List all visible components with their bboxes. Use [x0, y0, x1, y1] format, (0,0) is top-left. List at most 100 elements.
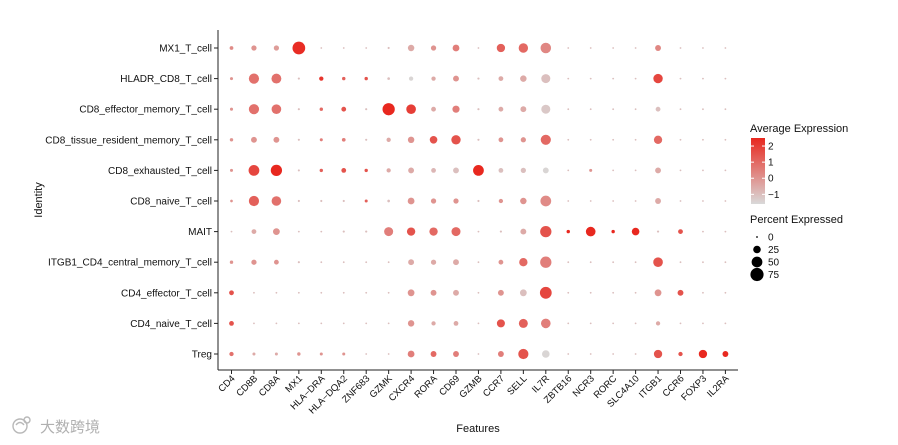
dot-HLADR_CD8_T_cell-CCR6 [679, 77, 682, 80]
dot-HLADR_CD8_T_cell-GZMB [477, 77, 480, 80]
dot-CD8_naive_T_cell-CD8B [248, 195, 260, 207]
dot-CD8_tissue_resident_memory_T_cell-CCR6 [679, 138, 682, 141]
dot-Treg-HLA−DQA2 [342, 352, 346, 356]
dot-MX1_T_cell-GZMB [477, 47, 480, 49]
dot-CD8_effector_memory_T_cell-CD8A [271, 104, 282, 115]
dot-CD8_naive_T_cell-IL2RA [724, 200, 727, 202]
dot-MAIT-CD4 [230, 230, 233, 233]
dot-ITGB1_CD4_central_memory_T_cell-SLC4A10 [634, 261, 637, 264]
dot-CD4_naive_T_cell-IL2RA [724, 322, 727, 325]
dot-CD8_naive_T_cell-NCR3 [589, 200, 592, 202]
dot-CD4_naive_T_cell-CD4 [229, 321, 234, 326]
y-tick-label: MX1_T_cell [159, 44, 212, 55]
dot-CD4_naive_T_cell-NCR3 [589, 322, 592, 325]
dot-CD4_effector_T_cell-IL7R [539, 286, 552, 299]
y-tick-label: Treg [192, 350, 212, 361]
dot-CD8_exhausted_T_cell-MX1 [297, 169, 300, 172]
dot-CD8_tissue_resident_memory_T_cell-HLA−DQA2 [341, 137, 346, 142]
dot-CD4_naive_T_cell-MX1 [297, 322, 300, 325]
dot-ITGB1_CD4_central_memory_T_cell-HLA−DQA2 [342, 261, 345, 264]
x-tick-label: CCR7 [481, 373, 507, 399]
dot-MX1_T_cell-CCR6 [679, 47, 682, 49]
dot-MX1_T_cell-GZMK [387, 46, 390, 50]
dot-ITGB1_CD4_central_memory_T_cell-RORA [430, 259, 437, 265]
dot-CD4_effector_T_cell-IL2RA [724, 291, 727, 294]
dot-HLADR_CD8_T_cell-HLA−DRA [319, 76, 324, 81]
dot-CD8_effector_memory_T_cell-CCR6 [679, 108, 682, 111]
dot-ITGB1_CD4_central_memory_T_cell-GZMK [387, 261, 390, 264]
dot-CD8_effector_memory_T_cell-HLA−DRA [319, 107, 323, 111]
dot-ITGB1_CD4_central_memory_T_cell-CD8B [251, 259, 257, 265]
y-tick-label: ITGB1_CD4_central_memory_T_cell [48, 258, 212, 269]
dot-HLADR_CD8_T_cell-NCR3 [589, 77, 592, 80]
dot-CD4_naive_T_cell-CD69 [453, 321, 459, 326]
dot-HLADR_CD8_T_cell-ZBTB16 [567, 77, 570, 80]
dot-Treg-HLA−DRA [319, 352, 323, 356]
dot-CD8_effector_memory_T_cell-SLC4A10 [634, 108, 637, 111]
dot-CD4_naive_T_cell-GZMK [387, 322, 390, 325]
dot-CD8_exhausted_T_cell-CD4 [229, 168, 234, 172]
dot-Treg-SLC4A10 [634, 353, 637, 355]
dot-MX1_T_cell-MX1 [292, 41, 306, 55]
dot-CD8_tissue_resident_memory_T_cell-IL7R [540, 134, 551, 145]
dot-ITGB1_CD4_central_memory_T_cell-IL7R [540, 256, 552, 268]
dot-Treg-MX1 [297, 352, 301, 356]
dot-CD8_tissue_resident_memory_T_cell-NCR3 [589, 138, 592, 141]
dot-Treg-GZMB [477, 353, 480, 355]
x-tick-label: SELL [505, 373, 529, 397]
dot-CD8_tissue_resident_memory_T_cell-CD4 [229, 138, 234, 142]
dot-CD8_tissue_resident_memory_T_cell-HLA−DRA [319, 138, 323, 142]
dot-ITGB1_CD4_central_memory_T_cell-CCR7 [498, 259, 504, 265]
dot-CD8_naive_T_cell-CD8A [271, 196, 282, 206]
dot-CD8_tissue_resident_memory_T_cell-CD8B [251, 136, 257, 143]
dot-Treg-GZMK [387, 353, 390, 355]
dot-ITGB1_CD4_central_memory_T_cell-NCR3 [589, 261, 592, 264]
dot-CD8_effector_memory_T_cell-ZNF683 [365, 108, 368, 111]
dot-CD8_naive_T_cell-ITGB1 [655, 198, 661, 204]
dot-CD4_naive_T_cell-ITGB1 [655, 321, 661, 326]
dot-HLADR_CD8_T_cell-SLC4A10 [634, 77, 637, 80]
dot-HLADR_CD8_T_cell-FOXP3 [702, 77, 704, 80]
x-tick-label: ITGB1 [637, 373, 664, 400]
dot-CD4_effector_T_cell-GZMB [477, 291, 480, 294]
size-legend-tick-label: 50 [768, 258, 780, 269]
dot-HLADR_CD8_T_cell-ITGB1 [653, 73, 663, 84]
dot-CD8_exhausted_T_cell-CD8B [248, 165, 260, 176]
dot-CD4_naive_T_cell-ZBTB16 [567, 322, 570, 325]
dot-MX1_T_cell-HLA−DQA2 [342, 47, 345, 49]
color-legend: Average Expression 2 1 0 −1 [750, 123, 848, 204]
dot-Treg-IL7R [542, 350, 550, 358]
dot-CD8_exhausted_T_cell-ZNF683 [364, 168, 368, 173]
dot-CD8_tissue_resident_memory_T_cell-ZBTB16 [567, 138, 570, 141]
dot-CD8_naive_T_cell-HLA−DQA2 [342, 199, 345, 203]
dot-HLADR_CD8_T_cell-CCR7 [498, 76, 504, 81]
y-tick-label: CD4_naive_T_cell [130, 319, 212, 330]
dot-CD8_effector_memory_T_cell-IL2RA [724, 108, 727, 111]
dot-Treg-CD69 [453, 351, 459, 357]
dot-CD8_tissue_resident_memory_T_cell-IL2RA [724, 138, 727, 141]
dot-CD4_effector_T_cell-NCR3 [589, 291, 592, 294]
dot-CD8_naive_T_cell-RORC [612, 200, 615, 202]
dot-CD8_exhausted_T_cell-RORA [431, 168, 436, 173]
dot-CD8_effector_memory_T_cell-CD8B [248, 104, 260, 115]
dot-CD8_naive_T_cell-ZNF683 [364, 199, 368, 203]
size-legend-tick-label: 75 [768, 270, 780, 281]
dot-CD8_effector_memory_T_cell-ITGB1 [655, 106, 661, 112]
dot-MX1_T_cell-RORC [612, 47, 615, 49]
dot-CD8_effector_memory_T_cell-MX1 [297, 108, 300, 111]
dot-CD8_naive_T_cell-RORA [430, 198, 437, 204]
dot-HLADR_CD8_T_cell-IL7R [541, 74, 551, 84]
dot-ITGB1_CD4_central_memory_T_cell-CD69 [453, 259, 459, 266]
dot-MX1_T_cell-CD69 [452, 44, 460, 52]
dot-CD8_naive_T_cell-GZMB [477, 199, 480, 203]
dot-MX1_T_cell-FOXP3 [702, 47, 704, 49]
dot-CD8_exhausted_T_cell-GZMK [386, 168, 391, 173]
color-legend-tick-label: −1 [768, 190, 780, 201]
dot-CD4_effector_T_cell-ZNF683 [365, 291, 368, 294]
dot-CD8_exhausted_T_cell-NCR3 [589, 168, 593, 172]
dot-CD8_tissue_resident_memory_T_cell-ZNF683 [365, 138, 368, 141]
y-axis-tick-labels: MX1_T_cell HLADR_CD8_T_cell CD8_effector_m… [45, 44, 218, 361]
dot-MAIT-HLA−DRA [320, 230, 323, 233]
dot-CD8_tissue_resident_memory_T_cell-SELL [520, 137, 526, 143]
dot-CD8_naive_T_cell-CD69 [453, 198, 459, 204]
